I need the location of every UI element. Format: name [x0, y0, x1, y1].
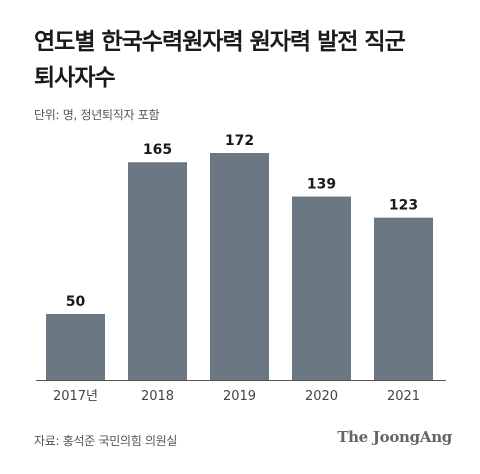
x-tick-label: 2017년: [53, 389, 98, 404]
bar-2019: [210, 153, 269, 380]
bar-2021: [374, 217, 433, 380]
source-note: 자료: 홍석준 국민의힘 의원실: [34, 434, 178, 448]
data-label-2019: 172: [225, 133, 254, 149]
bar-2018: [128, 162, 187, 380]
x-tick-label: 2019: [223, 389, 256, 404]
x-tick-label: 2021: [387, 389, 420, 404]
bar-2017년: [46, 314, 105, 380]
unit-note: 단위: 명, 정년퇴직자 포함: [34, 108, 160, 122]
bar-2020: [292, 196, 351, 380]
x-tick-label: 2020: [305, 389, 338, 404]
data-label-2021: 123: [389, 198, 418, 214]
data-label-2017년: 50: [66, 294, 86, 310]
x-tick-label: 2018: [141, 389, 174, 404]
chart-title: 연도별 한국수력원자력 원자력 발전 직군 퇴사자수: [34, 29, 406, 91]
data-label-2020: 139: [307, 177, 336, 193]
brand-logo: The JoongAng: [337, 428, 452, 446]
data-label-2018: 165: [143, 142, 172, 158]
